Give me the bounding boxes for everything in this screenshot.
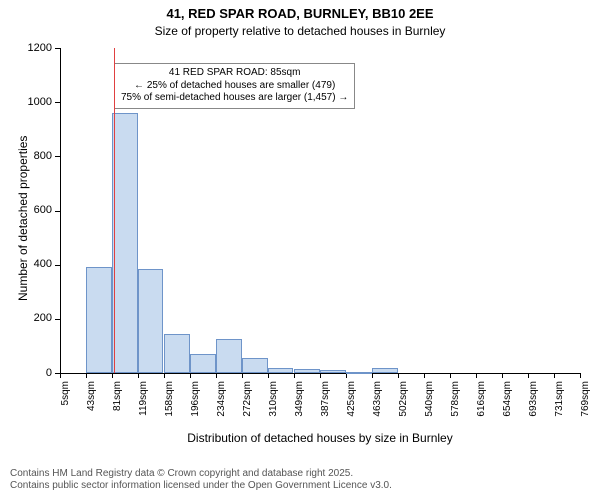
x-tick [112,373,113,378]
histogram-bar [86,267,112,373]
x-axis-label: Distribution of detached houses by size … [60,431,580,445]
x-tick-label: 693sqm [528,381,539,431]
info-box-line: ← 25% of detached houses are smaller (47… [121,80,348,93]
info-box-line: 41 RED SPAR ROAD: 85sqm [121,67,348,80]
y-tick-label: 800 [0,150,52,162]
x-tick [502,373,503,378]
histogram-bar [138,269,164,373]
x-tick-label: 196sqm [190,381,201,431]
x-tick [164,373,165,378]
x-tick-label: 310sqm [268,381,279,431]
footer-line: Contains public sector information licen… [10,480,392,492]
x-tick-label: 81sqm [112,381,123,431]
histogram-bar [268,368,294,373]
histogram-bar [112,113,138,373]
x-tick [580,373,581,378]
histogram-bar [294,369,320,373]
x-tick [190,373,191,378]
histogram-bar [320,370,346,373]
property-marker-line [114,48,115,373]
histogram-bar [346,372,372,374]
x-tick [320,373,321,378]
x-tick-label: 616sqm [476,381,487,431]
x-tick [242,373,243,378]
y-tick [55,48,60,49]
y-tick [55,211,60,212]
chart-container: 41, RED SPAR ROAD, BURNLEY, BB10 2EE Siz… [0,0,600,500]
x-tick-label: 654sqm [502,381,513,431]
y-tick-label: 200 [0,312,52,324]
x-tick-label: 119sqm [138,381,149,431]
y-tick [55,265,60,266]
x-tick-label: 43sqm [86,381,97,431]
x-tick-label: 234sqm [216,381,227,431]
x-tick-label: 349sqm [294,381,305,431]
x-tick-label: 540sqm [424,381,435,431]
y-tick-label: 400 [0,258,52,270]
histogram-bar [372,368,398,373]
x-tick [554,373,555,378]
x-tick [216,373,217,378]
y-tick-label: 600 [0,204,52,216]
y-tick [55,156,60,157]
x-tick [528,373,529,378]
x-tick-label: 5sqm [60,381,71,431]
chart-title: 41, RED SPAR ROAD, BURNLEY, BB10 2EE [0,6,600,21]
x-tick [268,373,269,378]
x-tick-label: 731sqm [554,381,565,431]
x-tick-label: 502sqm [398,381,409,431]
y-tick [55,102,60,103]
x-tick [398,373,399,378]
x-tick-label: 463sqm [372,381,383,431]
x-tick [86,373,87,378]
y-tick-label: 1000 [0,96,52,108]
x-tick [138,373,139,378]
y-tick [55,319,60,320]
x-tick [372,373,373,378]
x-tick [476,373,477,378]
info-box: 41 RED SPAR ROAD: 85sqm← 25% of detached… [114,63,355,109]
x-tick-label: 387sqm [320,381,331,431]
histogram-bar [190,354,216,373]
x-tick [294,373,295,378]
y-tick-label: 1200 [0,42,52,54]
x-tick-label: 769sqm [580,381,591,431]
x-tick-label: 425sqm [346,381,357,431]
x-tick [346,373,347,378]
histogram-bar [242,358,268,373]
footer-line: Contains HM Land Registry data © Crown c… [10,468,392,480]
x-tick [450,373,451,378]
y-tick-label: 0 [0,367,52,379]
x-tick [60,373,61,378]
x-tick [424,373,425,378]
x-tick-label: 272sqm [242,381,253,431]
chart-subtitle: Size of property relative to detached ho… [0,24,600,38]
footer-attribution: Contains HM Land Registry data © Crown c… [10,468,392,492]
histogram-bar [164,334,190,373]
x-tick-label: 578sqm [450,381,461,431]
histogram-bar [216,339,242,373]
info-box-line: 75% of semi-detached houses are larger (… [121,92,348,105]
x-tick-label: 158sqm [164,381,175,431]
